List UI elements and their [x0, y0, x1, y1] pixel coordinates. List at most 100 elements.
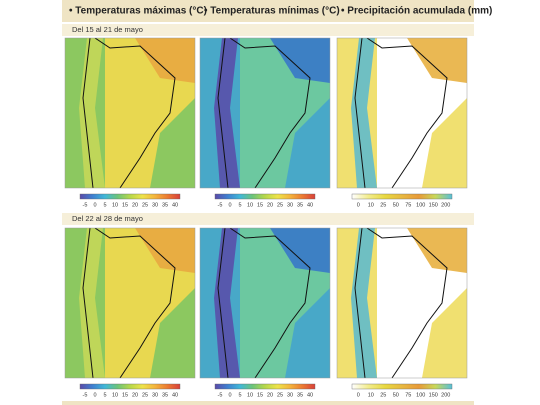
colorbar-tick-label: 5	[238, 392, 241, 398]
coast	[82, 38, 94, 188]
colorbar-tick-label: -5	[83, 202, 88, 208]
colorbar-tick-label: 150	[429, 392, 438, 398]
warm-region	[135, 228, 195, 273]
colorbar-tick-label: 40	[172, 392, 178, 398]
column-header: • Temperaturas mínimas (°C)	[204, 6, 340, 17]
colorbar-tick-label: 30	[152, 392, 158, 398]
colorbar-tick-label: 15	[257, 202, 263, 208]
map-frame	[199, 37, 331, 189]
coast	[217, 228, 229, 378]
colorbar-tick-label: 25	[142, 392, 148, 398]
colorbar	[214, 383, 316, 390]
coast	[354, 38, 366, 188]
colorbar-tick-label: 30	[287, 202, 293, 208]
colorbar-tick-label: 40	[307, 392, 313, 398]
colorbar-tick-label: 40	[307, 202, 313, 208]
colorbar-tick-label: 10	[112, 202, 118, 208]
colorbar-tick-label: 75	[405, 202, 411, 208]
colorbar-tick-label: 10	[247, 202, 253, 208]
colorbar-tick-label: 100	[416, 392, 425, 398]
coast	[82, 228, 94, 378]
colorbar-tick-label: 5	[103, 202, 106, 208]
colorbar	[79, 383, 181, 390]
colorbar-tick-label: 20	[132, 392, 138, 398]
map-frame	[336, 227, 468, 379]
border	[94, 228, 176, 378]
map-frame	[199, 227, 331, 379]
colorbar-tick-label: 150	[429, 202, 438, 208]
coast	[217, 38, 229, 188]
colorbar-tick-label: 15	[122, 392, 128, 398]
colorbar-tick-label: 50	[393, 202, 399, 208]
map	[65, 38, 195, 188]
colorbar-tick-label: 0	[357, 392, 360, 398]
row-band	[62, 213, 474, 225]
colorbar-tick-label: 0	[357, 202, 360, 208]
colorbar-tick-label: 100	[416, 202, 425, 208]
colorbar-tick-label: 35	[162, 202, 168, 208]
column-header: • Temperaturas máximas (°C)	[69, 6, 207, 17]
colorbar	[79, 193, 181, 200]
colorbar-tick-label: 0	[228, 202, 231, 208]
colorbar-tick-label: 5	[238, 202, 241, 208]
colorbar-tick-label: 10	[247, 392, 253, 398]
warm-region	[270, 228, 330, 273]
warm-region	[407, 38, 467, 83]
border	[229, 228, 311, 378]
colorbar-tick-label: 30	[287, 392, 293, 398]
colorbar-tick-label: 35	[162, 392, 168, 398]
colorbar-tick-label: -5	[83, 392, 88, 398]
coast	[354, 228, 366, 378]
colorbar-tick-label: 25	[277, 202, 283, 208]
header-band	[62, 0, 474, 22]
warm-region	[270, 38, 330, 83]
colorbar-tick-label: 20	[132, 202, 138, 208]
colorbar-tick-label: 50	[393, 392, 399, 398]
colorbar-tick-label: 10	[112, 392, 118, 398]
colorbar-tick-label: 200	[441, 392, 450, 398]
border	[94, 38, 176, 188]
row-label: Del 15 al 21 de mayo	[72, 25, 143, 34]
colorbar-tick-label: 25	[380, 202, 386, 208]
bottom-band	[62, 401, 474, 405]
border	[366, 38, 448, 188]
colorbar-tick-label: 75	[405, 392, 411, 398]
colorbar-tick-label: 15	[257, 392, 263, 398]
map-frame	[336, 37, 468, 189]
colorbar-tick-label: -5	[218, 392, 223, 398]
colorbar-tick-label: -5	[218, 202, 223, 208]
colorbar-tick-label: 0	[93, 392, 96, 398]
map-frame	[64, 227, 196, 379]
colorbar-tick-label: 35	[297, 392, 303, 398]
colorbar-tick-label: 200	[441, 202, 450, 208]
colorbar-tick-label: 35	[297, 202, 303, 208]
colorbar-tick-label: 30	[152, 202, 158, 208]
map	[200, 228, 330, 378]
colorbar-tick-label: 25	[380, 392, 386, 398]
column-header: • Precipitación acumulada (mm)	[341, 6, 492, 17]
map	[65, 228, 195, 378]
map	[200, 38, 330, 188]
colorbar-tick-label: 25	[142, 202, 148, 208]
row-band	[62, 24, 474, 36]
colorbar	[214, 193, 316, 200]
map	[337, 38, 467, 188]
warm-region	[407, 228, 467, 273]
colorbar-tick-label: 0	[93, 202, 96, 208]
map-frame	[64, 37, 196, 189]
map	[337, 228, 467, 378]
colorbar-tick-label: 25	[277, 392, 283, 398]
border	[229, 38, 311, 188]
colorbar-tick-label: 20	[267, 392, 273, 398]
colorbar-tick-label: 5	[103, 392, 106, 398]
warm-region	[135, 38, 195, 83]
border	[366, 228, 448, 378]
row-label: Del 22 al 28 de mayo	[72, 214, 143, 223]
colorbar-tick-label: 0	[228, 392, 231, 398]
colorbar	[351, 193, 453, 200]
colorbar	[351, 383, 453, 390]
colorbar-tick-label: 10	[368, 392, 374, 398]
colorbar-tick-label: 40	[172, 202, 178, 208]
colorbar-tick-label: 20	[267, 202, 273, 208]
